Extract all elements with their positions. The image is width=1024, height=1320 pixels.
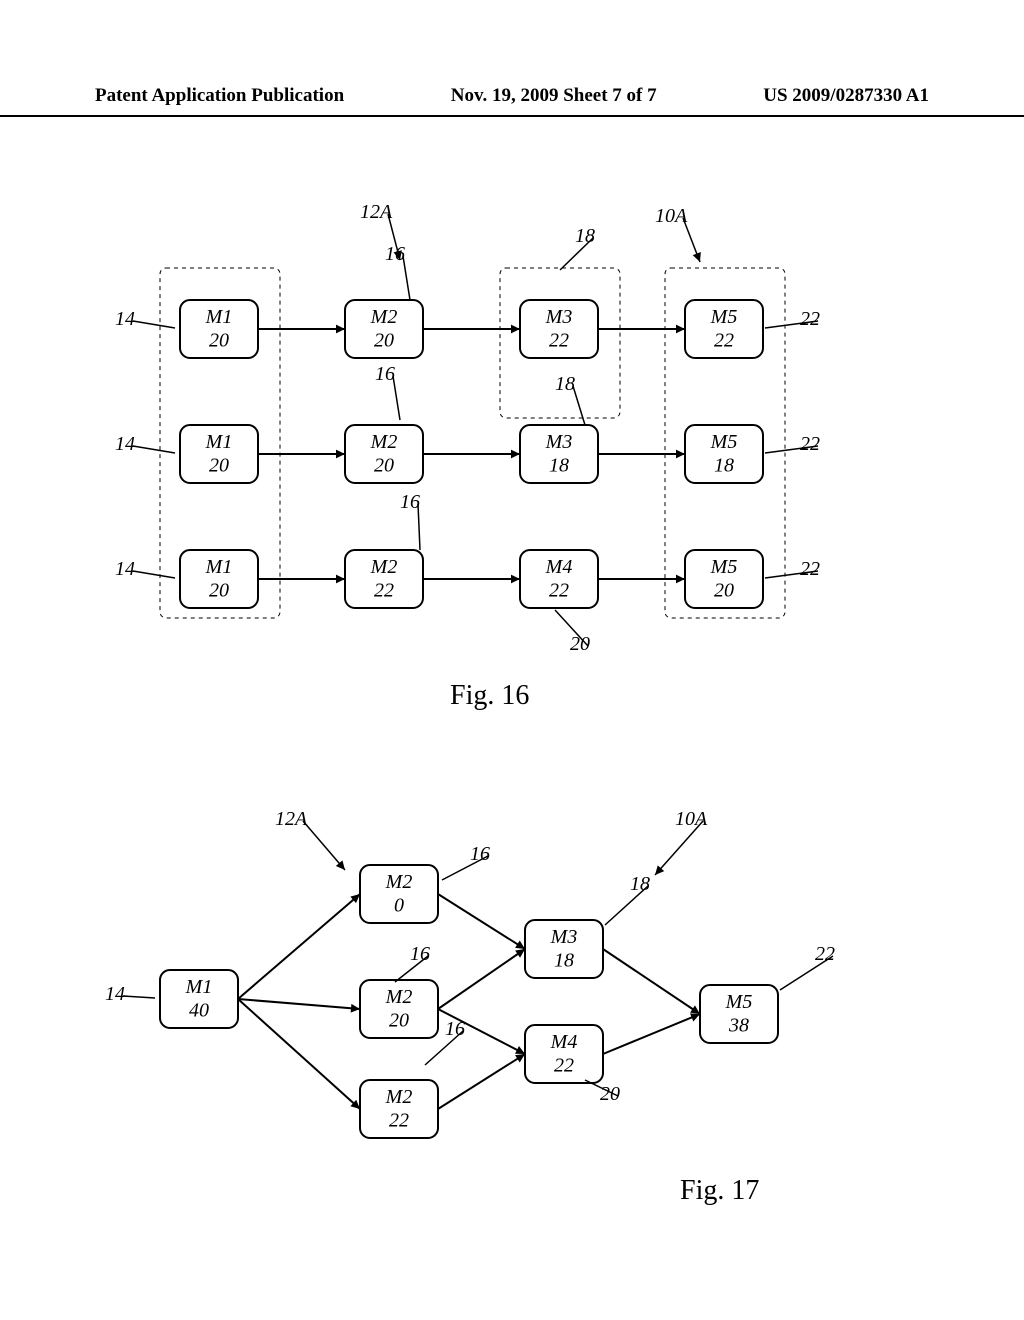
svg-text:14: 14 — [115, 433, 135, 455]
svg-text:10A: 10A — [655, 205, 688, 227]
svg-text:M1: M1 — [205, 306, 233, 328]
svg-text:M3: M3 — [545, 431, 573, 453]
svg-text:16: 16 — [400, 491, 420, 513]
svg-text:M5: M5 — [710, 431, 738, 453]
svg-text:M1: M1 — [185, 976, 213, 998]
svg-text:22: 22 — [714, 329, 734, 351]
svg-text:20: 20 — [374, 454, 394, 476]
svg-text:M1: M1 — [205, 556, 233, 578]
page-header: Patent Application Publication Nov. 19, … — [0, 85, 1024, 117]
svg-text:10A: 10A — [675, 808, 708, 830]
svg-text:M5: M5 — [710, 306, 738, 328]
svg-text:22: 22 — [374, 579, 394, 601]
svg-text:20: 20 — [374, 329, 394, 351]
svg-text:22: 22 — [549, 329, 569, 351]
fig16-svg: M120M220M322M522M120M220M318M518M120M222… — [100, 200, 930, 660]
svg-text:M2: M2 — [370, 431, 398, 453]
svg-text:22: 22 — [800, 433, 820, 455]
svg-text:22: 22 — [800, 308, 820, 330]
svg-text:38: 38 — [728, 1014, 749, 1036]
svg-text:M3: M3 — [545, 306, 573, 328]
svg-text:0: 0 — [394, 894, 404, 916]
svg-text:M2: M2 — [385, 986, 413, 1008]
svg-text:18: 18 — [575, 225, 595, 247]
svg-text:12A: 12A — [360, 201, 393, 223]
svg-text:M2: M2 — [385, 1086, 413, 1108]
header-left: Patent Application Publication — [95, 85, 344, 107]
svg-text:M4: M4 — [550, 1031, 578, 1053]
fig16-caption: Fig. 16 — [450, 680, 529, 712]
svg-text:22: 22 — [549, 579, 569, 601]
svg-text:M4: M4 — [545, 556, 573, 578]
svg-text:22: 22 — [554, 1054, 574, 1076]
svg-text:14: 14 — [115, 308, 135, 330]
svg-text:18: 18 — [554, 949, 574, 971]
svg-text:14: 14 — [115, 558, 135, 580]
svg-text:20: 20 — [209, 454, 229, 476]
fig17-svg: M140M20M220M222M318M422M53812A10A1618142… — [100, 790, 930, 1160]
svg-text:40: 40 — [189, 999, 209, 1021]
svg-text:16: 16 — [385, 243, 405, 265]
svg-text:18: 18 — [714, 454, 734, 476]
svg-text:20: 20 — [714, 579, 734, 601]
svg-text:M2: M2 — [370, 306, 398, 328]
svg-text:16: 16 — [445, 1018, 465, 1040]
svg-text:18: 18 — [630, 873, 650, 895]
svg-text:22: 22 — [389, 1109, 409, 1131]
svg-text:20: 20 — [389, 1009, 409, 1031]
svg-text:16: 16 — [470, 843, 490, 865]
svg-text:16: 16 — [375, 363, 395, 385]
svg-text:M5: M5 — [725, 991, 753, 1013]
svg-text:M2: M2 — [370, 556, 398, 578]
svg-text:14: 14 — [105, 983, 125, 1005]
svg-text:22: 22 — [800, 558, 820, 580]
svg-text:20: 20 — [209, 579, 229, 601]
svg-text:18: 18 — [549, 454, 569, 476]
svg-text:M2: M2 — [385, 871, 413, 893]
svg-text:20: 20 — [600, 1083, 620, 1105]
header-right: US 2009/0287330 A1 — [763, 85, 929, 107]
svg-text:20: 20 — [209, 329, 229, 351]
svg-text:12A: 12A — [275, 808, 308, 830]
svg-text:M1: M1 — [205, 431, 233, 453]
header-center: Nov. 19, 2009 Sheet 7 of 7 — [451, 85, 657, 107]
svg-text:18: 18 — [555, 373, 575, 395]
svg-text:M5: M5 — [710, 556, 738, 578]
svg-text:M3: M3 — [550, 926, 578, 948]
fig17-caption: Fig. 17 — [680, 1175, 759, 1207]
